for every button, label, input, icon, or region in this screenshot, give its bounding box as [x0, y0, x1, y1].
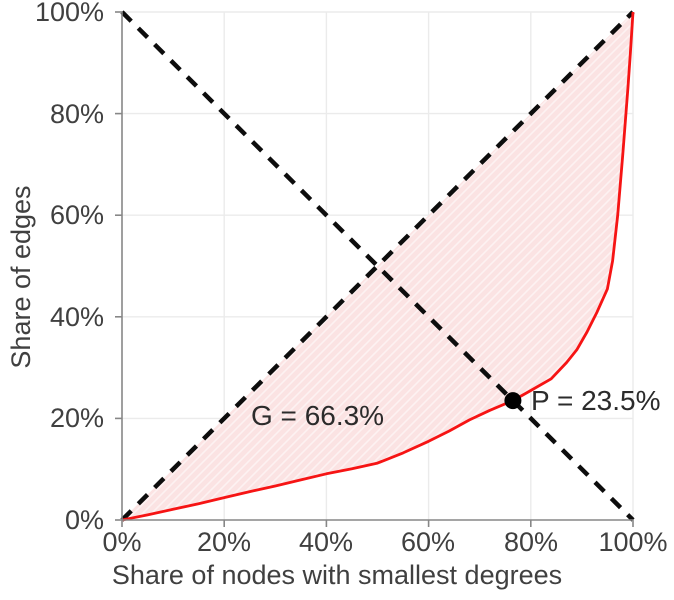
p-value-annotation: P = 23.5% [531, 385, 661, 416]
x-tick-label-20: 20% [196, 527, 252, 557]
x-tick-label-80: 80% [503, 527, 559, 557]
y-tick-label-60: 60% [49, 200, 104, 230]
x-tick-label-60: 60% [400, 527, 456, 557]
x-tick-label-100: 100% [598, 527, 668, 557]
y-tick-label-40: 40% [49, 302, 104, 332]
gini-shaded-region [122, 12, 633, 520]
y-tick-label-20: 20% [49, 403, 104, 433]
y-tick-label-0: 0% [64, 505, 104, 535]
y-axis-label: Share of edges [6, 185, 36, 369]
plot-area [115, 10, 635, 527]
y-tick-label-100: 100% [34, 0, 104, 27]
lorenz-curve-line [121, 11, 635, 522]
intersection-point-marker [504, 392, 522, 410]
y-tick-label-80: 80% [49, 99, 104, 129]
anti_diagonal-line [120, 10, 635, 522]
gini-coefficient-annotation: G = 66.3% [251, 400, 385, 431]
x-axis-label: Share of nodes with smallest degrees [111, 560, 563, 590]
x-tick-label-40: 40% [298, 527, 354, 557]
x-tick-label-0: 0% [102, 527, 142, 557]
equality_diagonal-line [120, 10, 635, 522]
